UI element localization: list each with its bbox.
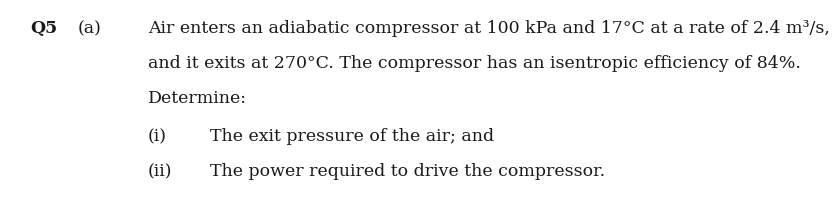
Text: (a): (a) [78,20,102,37]
Text: (i): (i) [148,128,167,145]
Text: and it exits at 270°C. The compressor has an isentropic efficiency of 84%.: and it exits at 270°C. The compressor ha… [148,55,801,72]
Text: Q5: Q5 [30,20,58,37]
Text: Determine:: Determine: [148,90,247,107]
Text: The exit pressure of the air; and: The exit pressure of the air; and [210,128,494,145]
Text: The power required to drive the compressor.: The power required to drive the compress… [210,163,605,180]
Text: Air enters an adiabatic compressor at 100 kPa and 17°C at a rate of 2.4 m³/s,: Air enters an adiabatic compressor at 10… [148,20,830,37]
Text: (ii): (ii) [148,163,173,180]
